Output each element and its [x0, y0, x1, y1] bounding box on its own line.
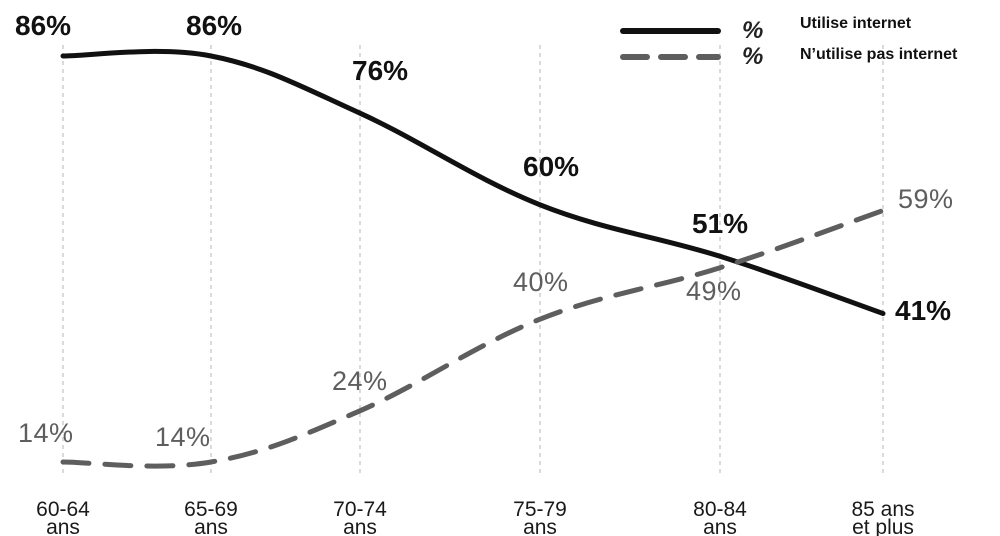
x-tick-label-1: 65-69 ans	[184, 498, 238, 536]
legend-symbol-2: %	[742, 43, 763, 70]
label-no-internet-3: 40%	[513, 267, 569, 297]
x-tick-label-5: 85 ans et plus	[851, 498, 914, 536]
x-tick-label-2: 70-74 ans	[333, 498, 387, 536]
label-no-internet-5: 59%	[898, 184, 954, 214]
label-no-internet-4: 49%	[686, 276, 742, 306]
gridlines	[62, 45, 884, 475]
label-uses-internet-2: 76%	[352, 55, 408, 86]
label-uses-internet-0: 86%	[15, 10, 71, 41]
x-axis: 60-64 ans 65-69 ans 70-74 ans 75-79 ans 80-84 ans…	[36, 498, 914, 536]
label-uses-internet-4: 51%	[692, 208, 748, 239]
label-no-internet-2: 24%	[332, 366, 388, 396]
legend-symbol-1: %	[742, 17, 763, 44]
label-no-internet-1: 14%	[155, 422, 211, 452]
legend-label-2: N’utilise pas internet	[800, 46, 958, 63]
series-lines	[60, 48, 886, 469]
label-uses-internet-3: 60%	[523, 151, 579, 182]
label-no-internet-0: 14%	[18, 418, 74, 448]
label-uses-internet-5: 41%	[895, 295, 951, 326]
x-tick-label-4: 80-84 ans	[693, 498, 747, 536]
x-tick-label-0: 60-64 ans	[36, 498, 90, 536]
data-labels: 86% 86% 76% 60% 51% 41% 14% 14% 24% 40% 49% 59%	[15, 10, 954, 452]
legend-label-1: Utilise internet	[800, 15, 912, 32]
x-tick-label-3: 75-79 ans	[513, 498, 567, 536]
label-uses-internet-1: 86%	[186, 10, 242, 41]
series-line-uses-internet	[60, 48, 886, 316]
series-line-no-internet	[60, 208, 886, 469]
legend: % Utilise internet % N’utilise pas inter…	[620, 15, 958, 70]
